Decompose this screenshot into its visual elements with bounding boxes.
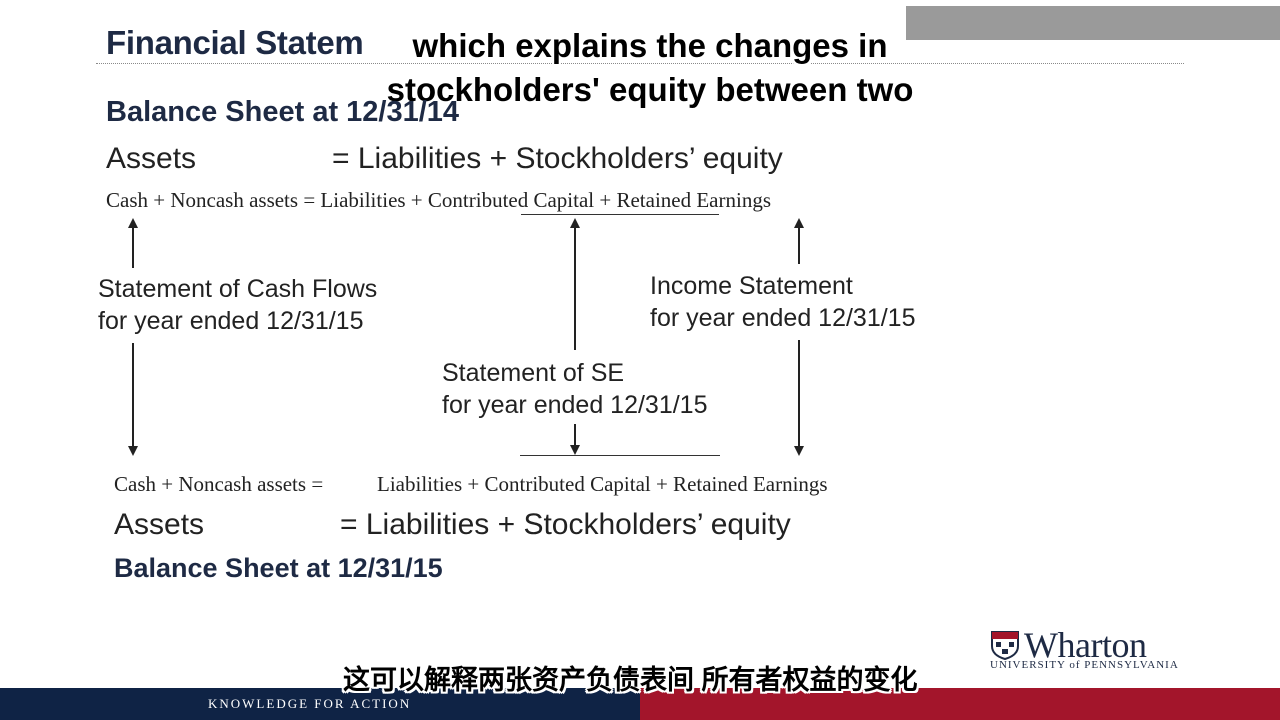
english-subtitle: which explains the changes in stockholde…: [386, 27, 914, 108]
se-up-arrowhead: [570, 218, 580, 228]
top-equation-assets: Assets: [106, 142, 197, 175]
footer-tagline: KNOWLEDGE FOR ACTION: [208, 696, 412, 711]
income-down-arrowhead: [794, 446, 804, 456]
footer-navy-bar: [0, 688, 640, 720]
top-equation-detail: Cash + Noncash assets = Liabilities + Co…: [106, 188, 772, 212]
bottom-equation-detail-lhs: Cash + Noncash assets =: [114, 472, 324, 496]
se-label-line1: Statement of SE: [442, 359, 625, 387]
se-up-arrow-line: [574, 226, 576, 350]
balance-sheet-top-heading: Balance Sheet at 12/31/14: [106, 96, 460, 128]
income-up-arrowhead: [794, 218, 804, 228]
top-equation-rhs: = Liabilities + Stockholders’ equity: [332, 142, 783, 175]
cash-up-arrowhead: [128, 218, 138, 228]
income-label-line1: Income Statement: [650, 272, 853, 300]
top-gray-bar: [906, 6, 1280, 40]
wharton-logo-subtext: UNIVERSITY of PENNSYLVANIA: [990, 659, 1179, 671]
bottom-equity-overline: [520, 455, 720, 456]
cash-up-arrow-line: [132, 226, 134, 268]
se-down-arrow-line: [574, 424, 576, 445]
income-label-line2: for year ended 12/31/15: [650, 304, 916, 332]
chinese-subtitle: 这可以解释两张资产负债表间 所有者权益的变化: [343, 665, 918, 695]
bottom-equation-rhs: = Liabilities + Stockholders’ equity: [340, 508, 791, 541]
bottom-equation-assets: Assets: [114, 508, 205, 541]
wharton-shield-icon: [991, 631, 1019, 660]
title-divider: [96, 63, 1184, 64]
wharton-logo-text: Wharton: [1024, 625, 1147, 665]
bottom-equation-detail-rhs: Liabilities + Contributed Capital + Reta…: [377, 472, 828, 496]
cash-down-arrowhead: [128, 446, 138, 456]
top-equity-underline: [521, 214, 719, 215]
cash-down-arrow-line: [132, 343, 134, 446]
income-up-arrow-line: [798, 226, 800, 264]
footer-crimson-bar: [640, 688, 1280, 720]
se-down-arrowhead: [570, 445, 580, 455]
balance-sheet-bottom-heading: Balance Sheet at 12/31/15: [114, 553, 443, 583]
cash-flows-label-line2: for year ended 12/31/15: [98, 307, 364, 335]
se-label-line2: for year ended 12/31/15: [442, 391, 708, 419]
income-down-arrow-line: [798, 340, 800, 446]
slide-title: Financial Statem: [106, 24, 364, 61]
cash-flows-label-line1: Statement of Cash Flows: [98, 275, 378, 303]
